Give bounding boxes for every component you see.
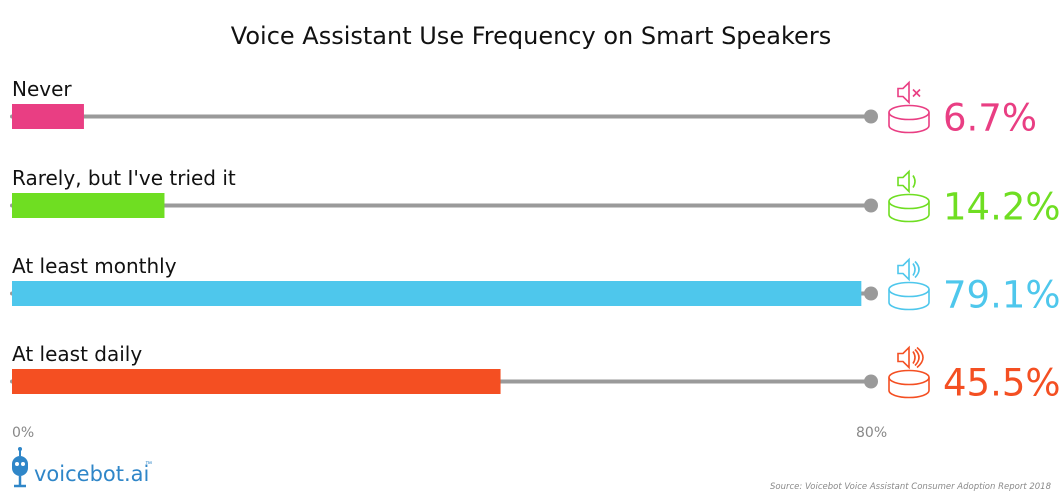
- x-tick-max: 80%: [856, 425, 887, 441]
- x-tick-min: 0%: [12, 425, 34, 441]
- sound-wave: [914, 260, 920, 279]
- speaker-cone: [897, 80, 910, 105]
- category-label: At least daily: [12, 342, 142, 366]
- value-label: 79.1%: [943, 274, 1061, 317]
- logo-trademark: ™: [145, 461, 152, 468]
- speaker-low-icon: [888, 169, 930, 223]
- speaker-cone: [897, 257, 910, 282]
- source-note: Source: Voicebot Voice Assistant Consume…: [770, 482, 1052, 492]
- speaker-cone: [897, 169, 910, 194]
- category-label: Rarely, but I've tried it: [12, 166, 236, 190]
- speaker-loud-icon: [888, 345, 930, 399]
- speaker-top: [888, 369, 930, 386]
- sound-wave: [912, 351, 916, 364]
- bar-rows: Never 6.7% Rarely, but I've tried it 14.2% A…: [10, 77, 1061, 405]
- speaker-top: [888, 104, 930, 121]
- speaker-body: [888, 112, 930, 134]
- mute-cross: [912, 88, 921, 98]
- voicebot-logo: voicebot.ai ™: [12, 447, 152, 488]
- value-label: 6.7%: [943, 97, 1037, 140]
- bar: [12, 281, 862, 306]
- track-end-dot: [864, 374, 878, 389]
- track-end-dot: [864, 109, 878, 124]
- logo-text: voicebot.ai: [34, 462, 149, 486]
- bar: [12, 369, 501, 394]
- bar: [12, 104, 84, 129]
- speaker-muted-icon: [888, 80, 930, 134]
- speaker-top: [888, 281, 930, 298]
- bar: [12, 193, 165, 218]
- sound-wave: [912, 175, 916, 188]
- sound-wave: [914, 348, 920, 367]
- value-label: 45.5%: [943, 362, 1061, 405]
- chart-title: Voice Assistant Use Frequency on Smart S…: [231, 22, 831, 50]
- speaker-body: [888, 201, 930, 223]
- sound-wave: [912, 263, 916, 276]
- category-label: At least monthly: [12, 254, 177, 278]
- speaker-top: [888, 193, 930, 210]
- value-label: 14.2%: [943, 186, 1061, 229]
- robot-mic-icon: [12, 447, 28, 488]
- sound-wave: [916, 346, 924, 369]
- category-label: Never: [12, 77, 72, 101]
- track-end-dot: [864, 198, 878, 213]
- speaker-body: [888, 289, 930, 311]
- speaker-body: [888, 377, 930, 399]
- speaker-medium-icon: [888, 257, 930, 311]
- speaker-cone: [897, 345, 910, 370]
- track-end-dot: [864, 286, 878, 301]
